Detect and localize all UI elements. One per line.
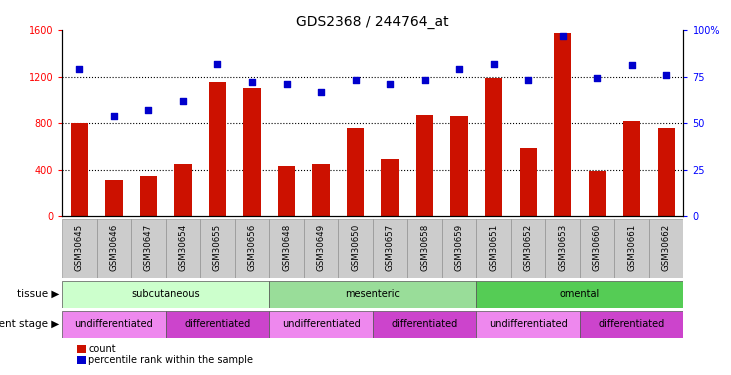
- Text: GSM30653: GSM30653: [558, 224, 567, 271]
- Bar: [278, 166, 295, 216]
- Bar: [338, 219, 373, 278]
- Text: GSM30656: GSM30656: [248, 224, 257, 271]
- Point: [212, 60, 224, 66]
- Bar: [140, 176, 157, 216]
- Text: differentiated: differentiated: [599, 319, 664, 329]
- Text: GSM30649: GSM30649: [317, 224, 325, 271]
- Bar: [174, 164, 192, 216]
- Bar: [105, 180, 123, 216]
- Text: GSM30660: GSM30660: [593, 224, 602, 271]
- Text: GSM30648: GSM30648: [282, 224, 291, 271]
- Bar: [166, 310, 269, 338]
- Bar: [269, 219, 304, 278]
- Bar: [554, 33, 572, 216]
- Point: [660, 72, 672, 78]
- Point: [315, 88, 327, 94]
- Bar: [62, 310, 166, 338]
- Text: percentile rank within the sample: percentile rank within the sample: [88, 355, 254, 364]
- Bar: [62, 219, 96, 278]
- Text: GSM30655: GSM30655: [213, 224, 222, 271]
- Point: [453, 66, 465, 72]
- Text: omental: omental: [560, 289, 600, 299]
- Title: GDS2368 / 244764_at: GDS2368 / 244764_at: [297, 15, 449, 29]
- Bar: [62, 280, 269, 308]
- Bar: [485, 78, 502, 216]
- Point: [488, 60, 499, 66]
- Bar: [416, 115, 433, 216]
- Bar: [450, 116, 468, 216]
- Bar: [373, 310, 477, 338]
- Bar: [442, 219, 477, 278]
- Point: [108, 113, 120, 119]
- Text: GSM30662: GSM30662: [662, 224, 671, 271]
- Point: [591, 75, 603, 81]
- Text: GSM30651: GSM30651: [489, 224, 498, 271]
- Point: [419, 77, 431, 83]
- Bar: [71, 123, 88, 216]
- Bar: [588, 171, 606, 216]
- Text: undifferentiated: undifferentiated: [75, 319, 154, 329]
- Text: GSM30657: GSM30657: [385, 224, 395, 271]
- Point: [349, 77, 361, 83]
- Bar: [477, 219, 511, 278]
- Bar: [209, 82, 226, 216]
- Text: undifferentiated: undifferentiated: [281, 319, 360, 329]
- Point: [557, 33, 569, 39]
- Text: GSM30661: GSM30661: [627, 224, 636, 271]
- Text: differentiated: differentiated: [184, 319, 251, 329]
- Bar: [347, 128, 364, 216]
- Bar: [243, 88, 261, 216]
- Bar: [382, 159, 398, 216]
- Text: GSM30658: GSM30658: [420, 224, 429, 271]
- Bar: [580, 219, 615, 278]
- Bar: [304, 219, 338, 278]
- Bar: [649, 219, 683, 278]
- Point: [177, 98, 189, 104]
- Bar: [545, 219, 580, 278]
- Bar: [477, 280, 683, 308]
- Point: [281, 81, 292, 87]
- Text: development stage ▶: development stage ▶: [0, 319, 59, 329]
- Text: mesenteric: mesenteric: [345, 289, 401, 299]
- Text: undifferentiated: undifferentiated: [489, 319, 567, 329]
- Text: GSM30659: GSM30659: [455, 224, 463, 271]
- Text: subcutaneous: subcutaneous: [132, 289, 200, 299]
- Text: GSM30646: GSM30646: [110, 224, 118, 271]
- Bar: [658, 128, 675, 216]
- Text: GSM30650: GSM30650: [351, 224, 360, 271]
- Text: GSM30647: GSM30647: [144, 224, 153, 271]
- Point: [246, 79, 258, 85]
- Point: [143, 107, 154, 113]
- Text: tissue ▶: tissue ▶: [17, 289, 59, 299]
- Bar: [511, 219, 545, 278]
- Bar: [131, 219, 166, 278]
- Bar: [269, 310, 373, 338]
- Point: [522, 77, 534, 83]
- Text: count: count: [88, 344, 116, 354]
- Bar: [373, 219, 407, 278]
- Bar: [166, 219, 200, 278]
- Bar: [580, 310, 683, 338]
- Text: GSM30645: GSM30645: [75, 224, 84, 271]
- Bar: [235, 219, 269, 278]
- Bar: [615, 219, 649, 278]
- Bar: [312, 164, 330, 216]
- Text: differentiated: differentiated: [392, 319, 458, 329]
- Point: [626, 62, 637, 68]
- Point: [385, 81, 396, 87]
- Bar: [623, 121, 640, 216]
- Bar: [477, 310, 580, 338]
- Point: [74, 66, 86, 72]
- Bar: [520, 148, 537, 216]
- Bar: [96, 219, 131, 278]
- Text: GSM30654: GSM30654: [178, 224, 187, 271]
- Bar: [407, 219, 442, 278]
- Bar: [269, 280, 477, 308]
- Bar: [200, 219, 235, 278]
- Text: GSM30652: GSM30652: [523, 224, 533, 271]
